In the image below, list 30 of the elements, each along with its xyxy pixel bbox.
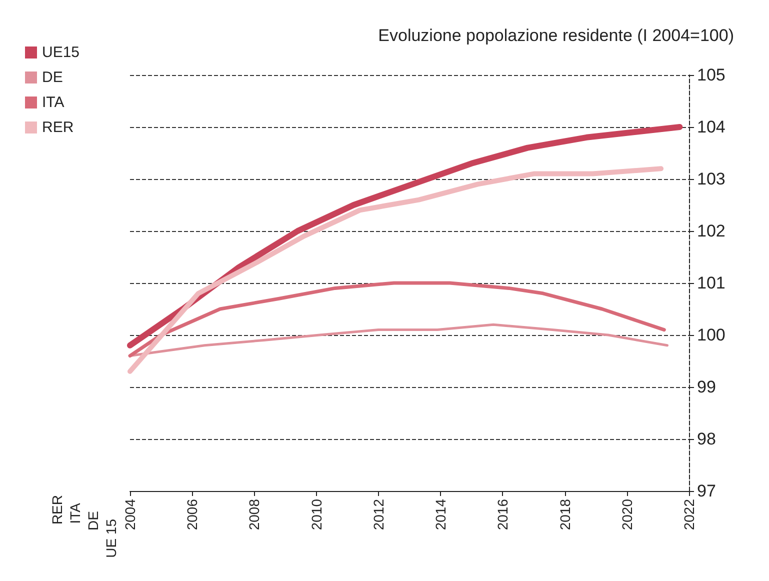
text: RER — [49, 494, 65, 525]
legend-label: DE — [42, 69, 63, 86]
x-tick-label: 2004 — [122, 498, 138, 530]
y-tick-label: 101 — [697, 274, 726, 292]
x-tick-label: 2006 — [184, 498, 200, 530]
legend-label: UE15 — [42, 44, 80, 61]
x-tick-label: 2020 — [618, 498, 635, 530]
text: DE — [85, 510, 101, 530]
y-tick-label: 103 — [697, 170, 726, 188]
line-series — [128, 323, 669, 358]
y-tick-label: 105 — [697, 66, 726, 84]
legend-label: ITA — [42, 94, 64, 111]
text: UE 15 — [103, 518, 119, 558]
y-tick-label: 104 — [697, 118, 726, 136]
x-tick-label: 2012 — [370, 498, 386, 530]
x-tick-label: 2016 — [494, 498, 511, 530]
line-series — [128, 281, 666, 358]
x-tick-label: 2008 — [246, 498, 262, 530]
x-tick-label: 2010 — [308, 498, 324, 530]
x-tick-label: 2014 — [432, 498, 449, 530]
y-tick-label: 99 — [697, 378, 716, 396]
y-tick-label: 102 — [697, 222, 726, 240]
text: ITA — [67, 502, 83, 524]
chart-title: Evoluzione popolazione residente (I 2004=100) — [378, 26, 734, 45]
y-tick-label: 100 — [697, 326, 726, 344]
x-tick-label: 2022 — [681, 498, 697, 530]
y-tick-label: 98 — [697, 430, 716, 448]
x-tick-label: 2018 — [556, 498, 573, 530]
y-tick-label: 97 — [697, 482, 716, 500]
legend-label: RER — [42, 119, 74, 136]
